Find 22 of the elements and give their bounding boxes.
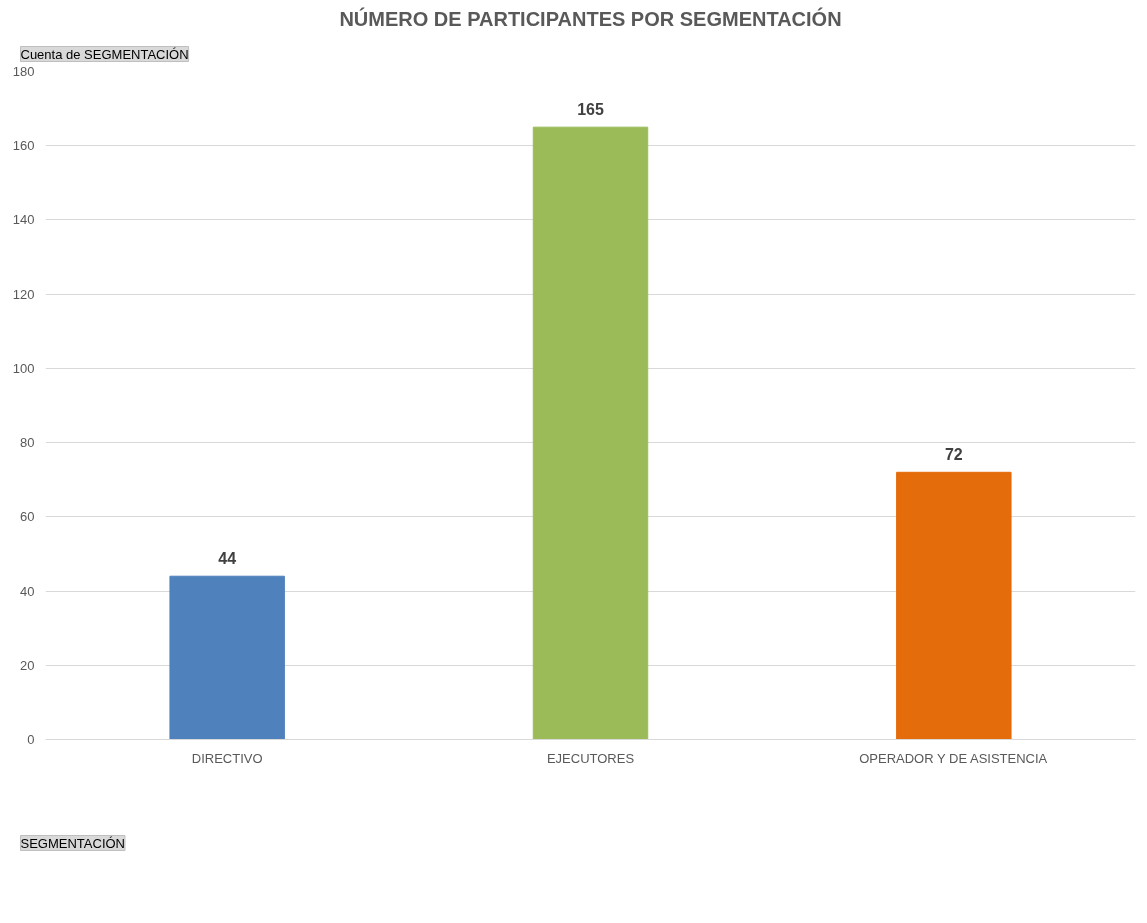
text: Cuenta de SEGMENTACIÓN <box>20 46 189 62</box>
x-tick-label: EJECUTORES <box>546 750 635 766</box>
y-tick-label: 80 <box>20 435 35 451</box>
y-tick-label: 120 <box>12 286 35 302</box>
y-tick-label: 20 <box>20 657 35 673</box>
y-tick-label: 60 <box>20 509 35 525</box>
y-tick-label: 40 <box>20 583 35 599</box>
bar <box>896 471 1012 740</box>
y-tick-label: 100 <box>12 360 35 376</box>
bar <box>532 126 649 740</box>
y-tick-label: 140 <box>12 212 35 228</box>
y-tick-label: 160 <box>12 138 35 154</box>
x-tick-label: OPERADOR Y DE ASISTENCIA <box>859 750 1048 766</box>
data-label: 165 <box>577 101 604 119</box>
y-tick-label: 0 <box>27 732 35 747</box>
x-tick-label: DIRECTIVO <box>191 750 263 766</box>
data-label: 44 <box>218 550 237 568</box>
data-label: 72 <box>944 446 963 464</box>
chart-title: NÚMERO DE PARTICIPANTES POR SEGMENTACIÓN <box>339 6 842 30</box>
text: SEGMENTACIÓN <box>20 835 125 851</box>
y-tick-label: 180 <box>12 64 35 79</box>
bar <box>169 575 285 740</box>
